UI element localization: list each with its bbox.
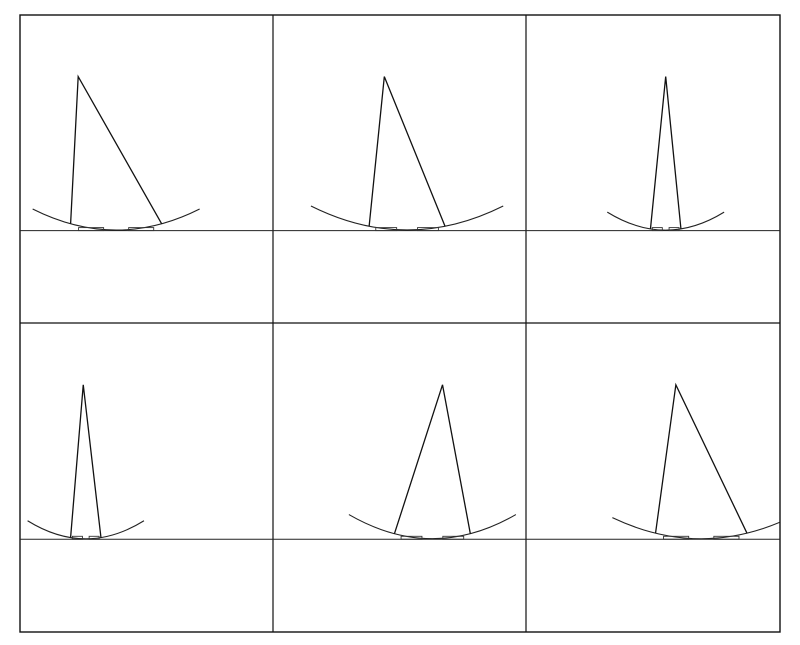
panel-2 [273, 76, 526, 232]
track-arc [606, 211, 725, 231]
footprint-mark [78, 227, 105, 232]
footprint-mark [668, 227, 680, 232]
legs-triangle [69, 384, 102, 538]
legs-triangle [368, 76, 446, 227]
footprint-marks [71, 535, 100, 540]
footprint-marks [400, 535, 465, 540]
legs-triangle [393, 384, 471, 534]
footprint-marks [651, 227, 680, 232]
footprint-mark [71, 535, 83, 540]
track-arc [612, 517, 780, 540]
panel-1 [20, 74, 273, 232]
panel-3 [526, 76, 780, 232]
footprint-marks [78, 227, 155, 232]
track-arc [310, 205, 504, 231]
track-arc [32, 208, 200, 231]
panels [20, 74, 780, 540]
footprint-mark [88, 535, 100, 540]
panel-5 [273, 384, 526, 540]
panel-6 [526, 382, 780, 540]
footprint-mark [713, 535, 740, 540]
panel-4 [20, 384, 273, 540]
track-arc [348, 514, 517, 540]
footprint-mark [128, 227, 155, 232]
footprint-mark [417, 227, 439, 232]
legs-triangle [654, 382, 748, 534]
footprint-mark [442, 535, 465, 540]
legs-triangle [649, 76, 682, 229]
footprint-mark [663, 535, 690, 540]
footprint-mark [651, 227, 663, 232]
track-arc [27, 520, 145, 540]
footprint-mark [400, 535, 423, 540]
footprint-mark [375, 227, 398, 232]
legs-triangle [69, 74, 163, 225]
footprint-marks [663, 535, 740, 540]
footprint-marks [375, 227, 439, 232]
